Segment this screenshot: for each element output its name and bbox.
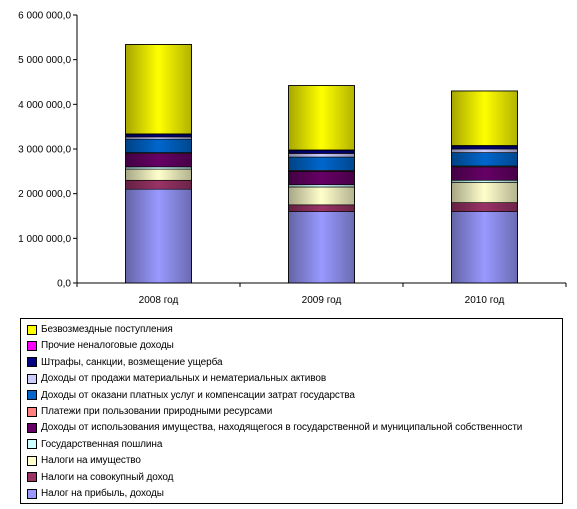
legend-label: Налоги на совокупный доход <box>41 471 174 483</box>
plot-area: 0,0 1 000 000,0 2 000 000,0 3 000 000,0 4 00… <box>18 11 567 306</box>
legend-label: Доходы от продажи материальных и нематер… <box>41 373 327 385</box>
legend-item: Штрафы, санкции, возмещение ущерба <box>27 355 223 370</box>
x-tick-label: 2009 год <box>302 295 342 306</box>
legend-item: Налоги на совокупный доход <box>27 470 173 485</box>
legend-swatch <box>27 357 37 368</box>
legend-item: Налоги на имущество <box>27 453 141 468</box>
y-tick-label: 2 000 000,0 <box>18 189 71 200</box>
legend-label: Доходы от оказани платных услуг и компен… <box>41 389 355 401</box>
legend-swatch <box>27 406 37 417</box>
x-tick-label: 2008 год <box>139 295 179 306</box>
legend-label: Штрафы, санкции, возмещение ущерба <box>41 356 223 368</box>
legend-label: Доходы от использования имущества, наход… <box>41 422 523 434</box>
y-tick-label: 5 000 000,0 <box>18 55 71 66</box>
bar-shading <box>288 85 355 284</box>
y-tick-label: 1 000 000,0 <box>18 234 71 245</box>
legend-label: Налоги на имущество <box>41 455 141 467</box>
legend-item: Доходы от оказани платных услуг и компен… <box>27 388 355 403</box>
legend-label: Налог на прибыль, доходы <box>41 488 164 499</box>
legend-swatch <box>27 455 37 466</box>
y-tick-label: 4 000 000,0 <box>18 100 71 111</box>
legend-item: Государственная пошлина <box>27 437 162 452</box>
y-tick-label: 3 000 000,0 <box>18 145 71 156</box>
legend-swatch <box>27 390 37 401</box>
legend-item: Налог на прибыль, доходы <box>27 486 164 501</box>
legend-swatch <box>27 324 37 335</box>
legend-swatch <box>27 488 37 499</box>
legend-item: Доходы от использования имущества, наход… <box>27 420 522 435</box>
legend-item: Прочие неналоговые доходы <box>27 338 174 353</box>
legend-swatch <box>27 340 37 351</box>
legend-swatch <box>27 422 37 433</box>
legend-label: Безвозмездные поступления <box>41 324 173 335</box>
bar-shading <box>451 90 518 284</box>
y-tick-label: 0,0 <box>57 279 71 290</box>
legend-swatch <box>27 373 37 384</box>
legend-label: Платежи при пользовании природными ресур… <box>41 406 273 417</box>
legend-item: Безвозмездные поступления <box>27 322 173 337</box>
legend-item: Доходы от продажи материальных и нематер… <box>27 371 326 386</box>
bar-shading <box>125 44 192 284</box>
legend-label: Государственная пошлина <box>41 438 163 450</box>
legend-swatch <box>27 439 37 450</box>
y-tick-label: 6 000 000,0 <box>18 11 71 22</box>
legend-item: Платежи при пользовании природными ресур… <box>27 404 272 419</box>
legend-swatch <box>27 472 37 483</box>
legend-label: Прочие неналоговые доходы <box>41 340 174 352</box>
legend: Безвозмездные поступления Прочие неналого… <box>20 318 563 504</box>
x-tick-label: 2010 год <box>465 295 505 306</box>
